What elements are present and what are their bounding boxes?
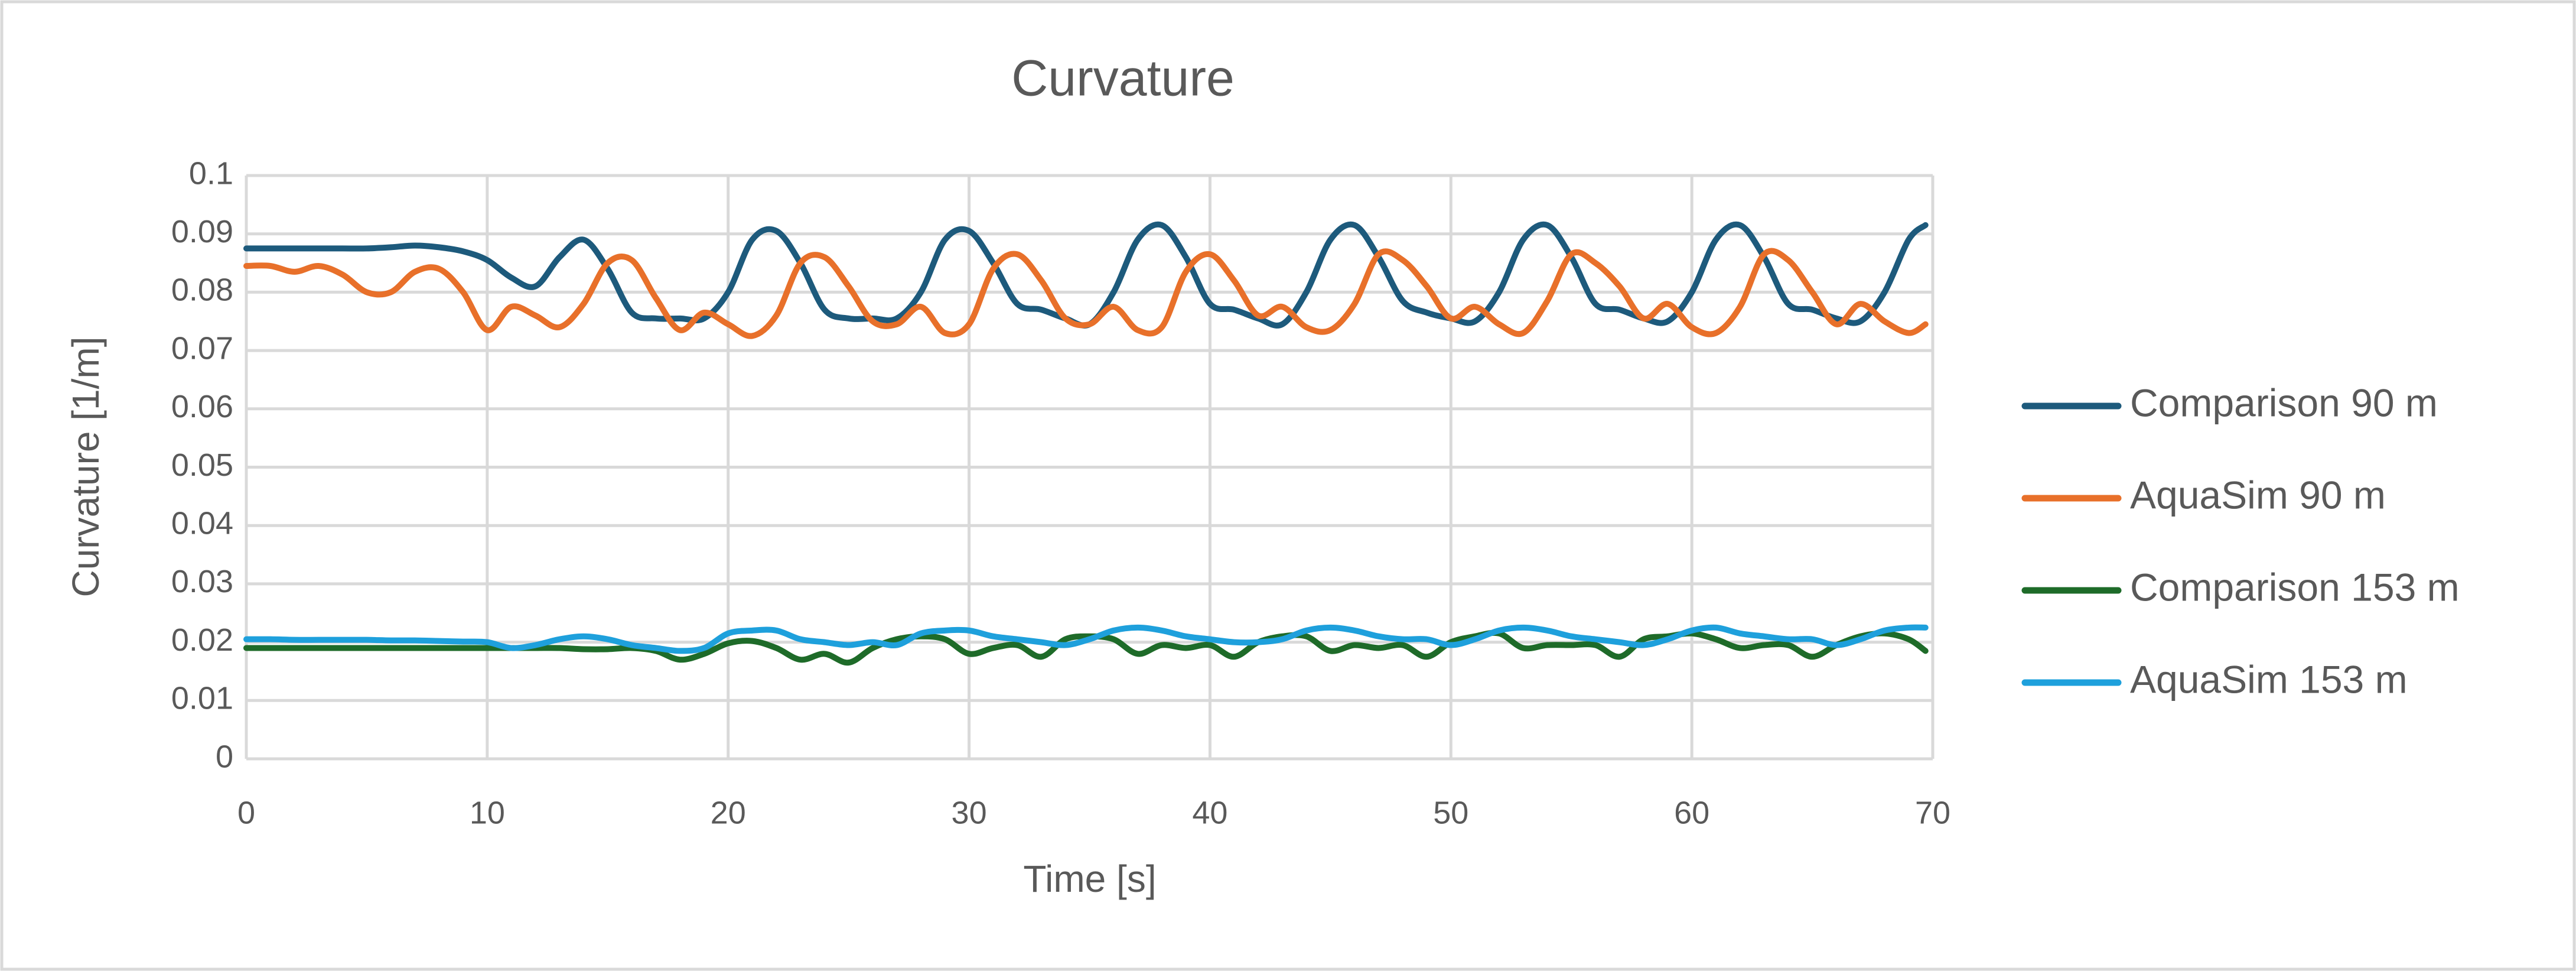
y-tick-label: 0.09 <box>171 214 233 249</box>
x-tick-label: 50 <box>1433 795 1468 830</box>
y-tick-label: 0.07 <box>171 330 233 366</box>
legend-label: AquaSim 153 m <box>2130 657 2408 701</box>
x-tick-label: 20 <box>711 795 746 830</box>
y-axis-label: Curvature [1/m] <box>64 336 107 597</box>
legend-label: AquaSim 90 m <box>2130 473 2386 517</box>
y-tick-label: 0.05 <box>171 447 233 483</box>
legend-label: Comparison 90 m <box>2130 381 2438 424</box>
y-tick-label: 0.02 <box>171 622 233 658</box>
x-axis-label: Time [s] <box>1023 858 1156 900</box>
chart-title: Curvature <box>1011 50 1235 107</box>
y-tick-label: 0.1 <box>189 155 233 191</box>
x-tick-label: 40 <box>1192 795 1227 830</box>
x-tick-label: 0 <box>237 795 255 830</box>
x-tick-label: 70 <box>1915 795 1950 830</box>
x-tick-label: 10 <box>470 795 505 830</box>
y-tick-label: 0.08 <box>171 272 233 308</box>
y-tick-label: 0.03 <box>171 564 233 599</box>
legend-label: Comparison 153 m <box>2130 565 2460 609</box>
series-line <box>243 624 1929 654</box>
y-tick-label: 0.04 <box>171 505 233 541</box>
x-tick-label: 60 <box>1674 795 1709 830</box>
y-tick-label: 0.01 <box>171 681 233 716</box>
series-line <box>243 248 1929 339</box>
x-tick-label: 30 <box>952 795 987 830</box>
y-tick-label: 0 <box>216 739 233 774</box>
y-tick-label: 0.06 <box>171 389 233 424</box>
